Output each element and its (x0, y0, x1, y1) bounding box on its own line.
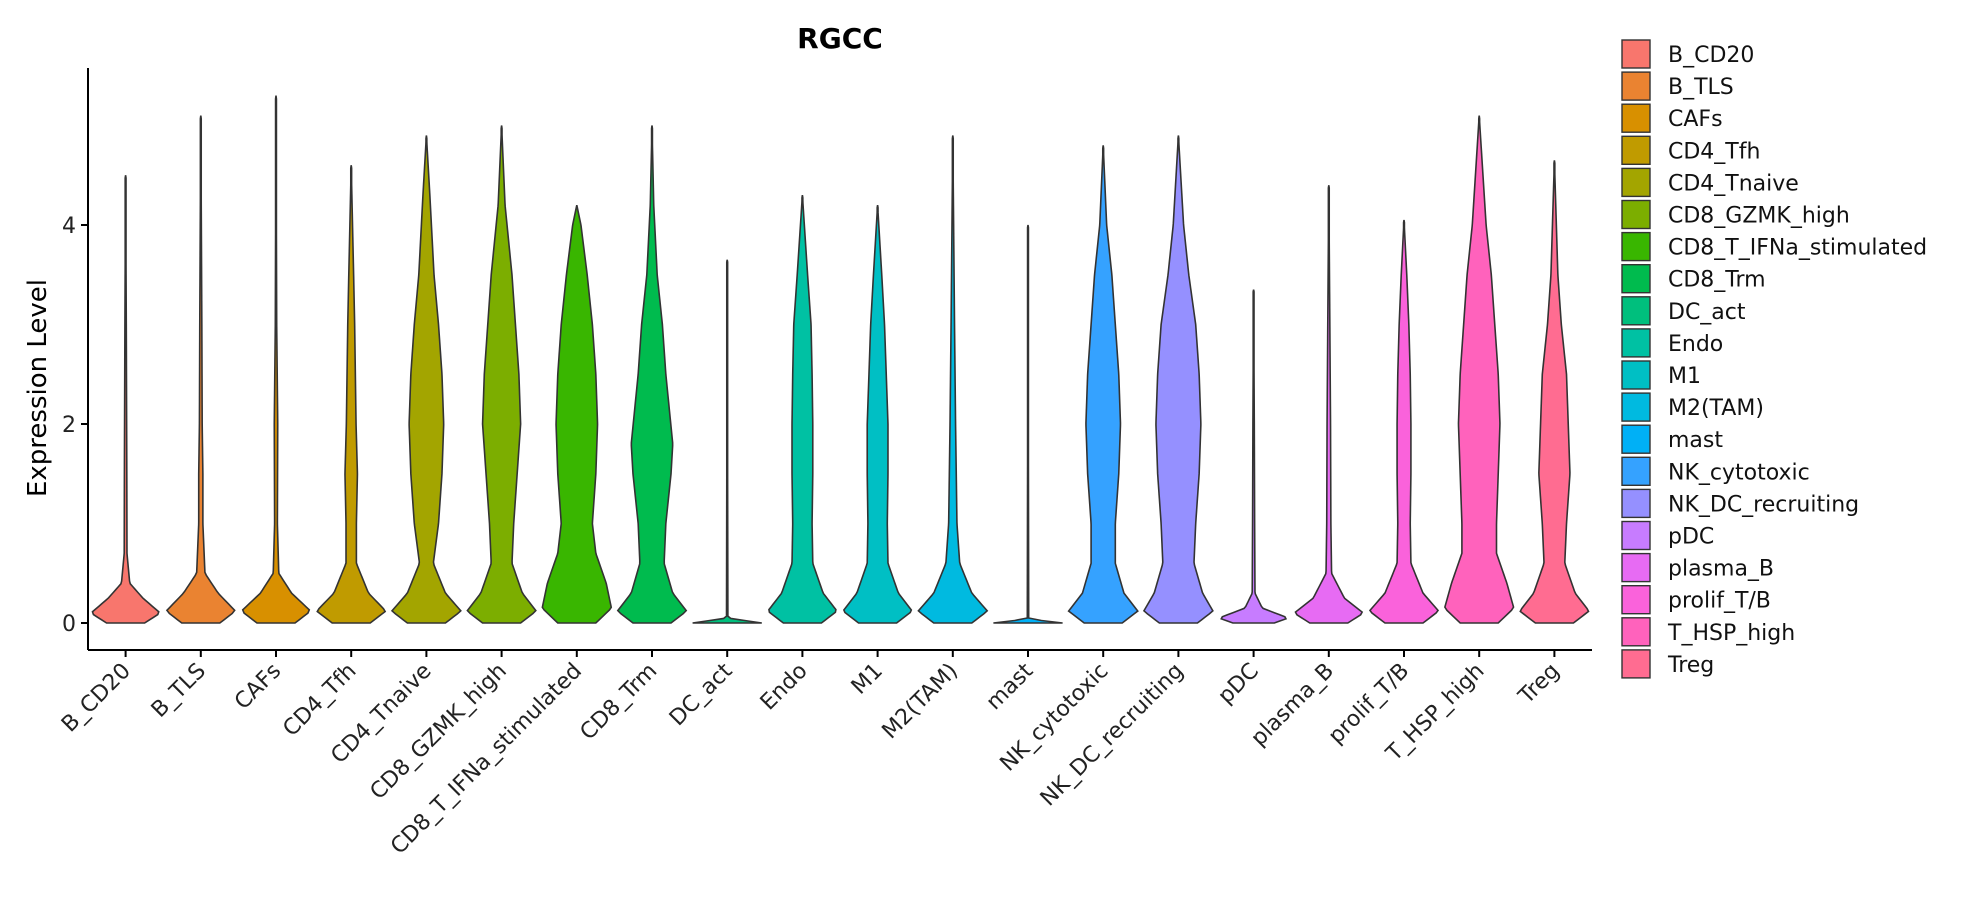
legend-swatch-CD8_T_IFNa_stimulated (1621, 231, 1651, 262)
violin-DC_act (692, 259, 762, 624)
legend-label: NK_DC_recruiting (1668, 492, 1859, 517)
legend-swatch-CAFs (1621, 103, 1651, 133)
legend-label: prolif_T/B (1668, 589, 1771, 614)
x-tick-label: pDC (1213, 659, 1263, 709)
x-tick-label: plasma_B (1246, 659, 1339, 752)
x-tick-label: mast (982, 658, 1039, 715)
violin-CAFs (241, 95, 311, 624)
violin-Treg (1519, 160, 1590, 624)
y-axis: 0 2 4 (62, 68, 89, 650)
legend-swatch-plasma_B (1621, 552, 1651, 583)
legend-label: M1 (1668, 364, 1701, 389)
legend-swatch-Endo (1621, 328, 1651, 358)
x-tick-label: B_CD20 (57, 659, 136, 738)
violin-CD4_Tfh (316, 165, 387, 624)
chart-title: RGCC (797, 22, 883, 55)
legend-label: CD8_T_IFNa_stimulated (1668, 236, 1927, 261)
legend-swatch-NK_DC_recruiting (1621, 488, 1651, 519)
violin-M2(TAM) (917, 135, 989, 624)
violin-NK_DC_recruiting (1142, 135, 1214, 624)
legend-label: CD4_Tnaive (1668, 171, 1799, 196)
x-tick-label: CD8_GZMK_high (366, 659, 512, 805)
violin-CD8_GZMK_high (466, 125, 537, 624)
violin-NK_cytotoxic (1067, 145, 1139, 624)
legend-swatch-DC_act (1621, 296, 1651, 326)
violin-CD8_T_IFNa_stimulated (541, 204, 613, 624)
legend-label: CD4_Tfh (1668, 139, 1760, 164)
legend-swatch-pDC (1621, 520, 1651, 551)
legend-label: T_HSP_high (1667, 621, 1795, 646)
legend-swatch-B_TLS (1621, 71, 1651, 101)
legend-swatch-CD4_Tfh (1621, 135, 1651, 166)
x-tick-labels: B_CD20 B_TLS CAFsCD4_TfhCD4_TnaiveCD8_GZMK… (57, 658, 1565, 859)
legend-label: CD8_Trm (1668, 268, 1766, 293)
legend-swatch-T_HSP_high (1621, 617, 1651, 647)
x-tick-label: DC_act (665, 658, 738, 731)
violin-B_CD20 (91, 175, 160, 624)
legend-swatch-CD8_Trm (1621, 264, 1651, 294)
legend-swatch-M1 (1621, 360, 1651, 390)
legend-swatch-mast (1621, 424, 1651, 454)
legend: B_CD20 B_TLS CAFs CD4_Tfh CD4_Tnaive CD8_GZMK… (1621, 39, 1927, 679)
legend-swatch-CD8_GZMK_high (1621, 199, 1651, 230)
legend-swatch-Treg (1621, 649, 1651, 679)
violin-plasma_B (1294, 185, 1364, 624)
legend-label: M2(TAM) (1668, 396, 1764, 421)
y-tick-label: 4 (62, 214, 76, 239)
violin-T_HSP_high (1444, 115, 1515, 624)
legend-label: CAFs (1668, 107, 1723, 132)
legend-label: CD8_GZMK_high (1668, 204, 1850, 229)
x-tick-label: M1 (847, 659, 888, 700)
violin-Endo (768, 195, 837, 624)
legend-swatch-NK_cytotoxic (1621, 456, 1651, 486)
x-tick-label: CAFs (230, 659, 286, 715)
y-tick-label: 2 (62, 413, 76, 438)
legend-label: pDC (1668, 525, 1714, 550)
legend-label: DC_act (1668, 300, 1746, 325)
violin-CD4_Tnaive (390, 135, 462, 624)
legend-label: Treg (1667, 653, 1714, 678)
legend-label: B_TLS (1668, 75, 1734, 100)
legend-label: NK_cytotoxic (1668, 460, 1810, 485)
violin-B_TLS (165, 115, 236, 624)
violin-prolif_T/B (1368, 219, 1440, 624)
legend-label: mast (1668, 428, 1723, 453)
violin-mast (993, 224, 1063, 624)
x-tick-label: B_TLS (147, 659, 211, 723)
legend-swatch-M2(TAM) (1621, 392, 1651, 422)
x-tick-label: Endo (756, 659, 813, 716)
x-tick-label: CD8_Trm (576, 659, 663, 746)
y-axis-label: Expression Level (23, 279, 53, 497)
violin-series (91, 95, 1590, 624)
x-tick-label: M2(TAM) (878, 659, 963, 744)
legend-swatch-CD4_Tnaive (1621, 167, 1651, 198)
legend-label: B_CD20 (1668, 43, 1754, 68)
violin-CD8_Trm (616, 125, 688, 624)
x-tick-label: NK_DC_recruiting (1036, 659, 1189, 812)
legend-label: plasma_B (1668, 557, 1774, 582)
violin-M1 (842, 204, 913, 624)
legend-label: Endo (1668, 332, 1723, 357)
x-tick-label: Treg (1514, 659, 1565, 710)
legend-swatch-prolif_T/B (1621, 585, 1651, 615)
x-axis (88, 649, 1592, 657)
violin-pDC (1220, 289, 1288, 624)
legend-swatch-B_CD20 (1621, 39, 1651, 69)
y-tick-label: 0 (62, 612, 76, 637)
